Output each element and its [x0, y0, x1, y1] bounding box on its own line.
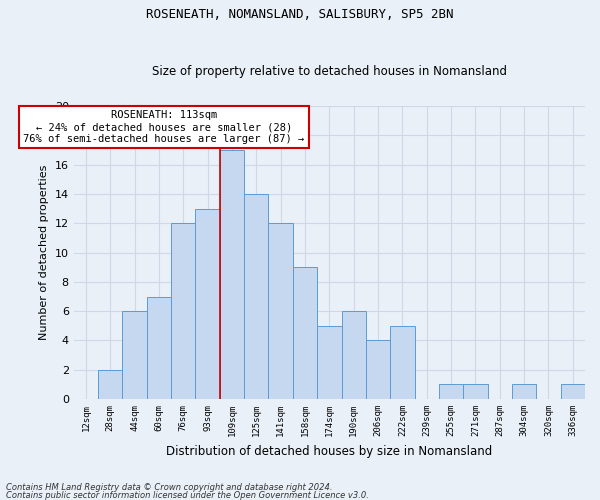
Bar	[341, 311, 366, 399]
Bar	[196, 208, 220, 399]
Text: ROSENEATH: 113sqm
← 24% of detached houses are smaller (28)
76% of semi-detached: ROSENEATH: 113sqm ← 24% of detached hous…	[23, 110, 304, 144]
Bar	[244, 194, 268, 399]
Bar	[560, 384, 585, 399]
X-axis label: Distribution of detached houses by size in Nomansland: Distribution of detached houses by size …	[166, 444, 493, 458]
Text: Contains HM Land Registry data © Crown copyright and database right 2024.: Contains HM Land Registry data © Crown c…	[6, 484, 332, 492]
Bar	[366, 340, 390, 399]
Bar	[512, 384, 536, 399]
Bar	[122, 311, 147, 399]
Y-axis label: Number of detached properties: Number of detached properties	[39, 165, 49, 340]
Bar	[390, 326, 415, 399]
Bar	[439, 384, 463, 399]
Text: ROSENEATH, NOMANSLAND, SALISBURY, SP5 2BN: ROSENEATH, NOMANSLAND, SALISBURY, SP5 2B…	[146, 8, 454, 20]
Text: Contains public sector information licensed under the Open Government Licence v3: Contains public sector information licen…	[6, 490, 369, 500]
Bar	[317, 326, 341, 399]
Bar	[147, 296, 171, 399]
Bar	[293, 267, 317, 399]
Bar	[171, 224, 196, 399]
Bar	[98, 370, 122, 399]
Bar	[268, 224, 293, 399]
Bar	[463, 384, 488, 399]
Bar	[220, 150, 244, 399]
Title: Size of property relative to detached houses in Nomansland: Size of property relative to detached ho…	[152, 66, 507, 78]
